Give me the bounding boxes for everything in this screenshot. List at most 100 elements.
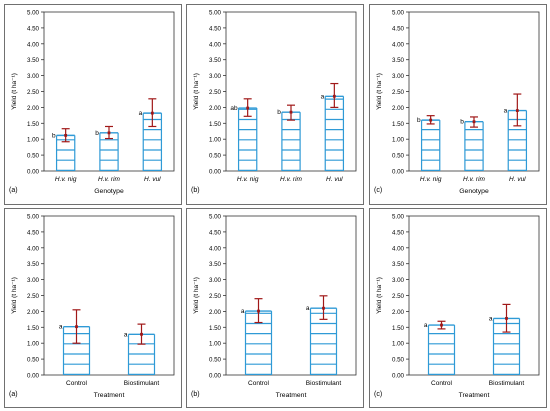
- bar: [420, 119, 441, 171]
- bar: [127, 333, 156, 375]
- y-tick-label: 4.00: [27, 245, 40, 252]
- y-axis-label: Yield (t ha⁻¹): [193, 73, 200, 110]
- x-tick-label: H.v. nig: [55, 176, 77, 183]
- y-tick-label: 3.50: [392, 261, 405, 268]
- y-tick-label: 0.50: [27, 153, 40, 160]
- significance-letter: b: [460, 119, 464, 126]
- y-tick-label: 0.50: [209, 153, 222, 160]
- y-tick-label: 4.00: [27, 41, 40, 48]
- y-tick-label: 5.00: [392, 10, 405, 17]
- chart-panel: 0.00 0.50 1.00 1.50 2.00 2.50 3.00 3.50 4.00 4.50…: [369, 208, 547, 408]
- y-tick-label: 3.00: [27, 277, 40, 284]
- y-tick-label: 0.50: [392, 153, 405, 160]
- y-tick-label: 4.50: [209, 229, 222, 236]
- y-tick-label: 2.00: [27, 309, 40, 316]
- y-tick-label: 1.00: [392, 137, 405, 144]
- y-tick-label: 3.00: [392, 73, 405, 80]
- y-tick-label: 3.50: [392, 57, 405, 64]
- significance-letter: a: [306, 305, 310, 312]
- error-bar: [437, 320, 446, 330]
- error-bar: [105, 125, 113, 140]
- y-tick-label: 4.00: [392, 41, 405, 48]
- y-tick-label: 2.50: [209, 89, 222, 96]
- error-bar: [426, 115, 435, 125]
- mean-marker: [440, 323, 443, 327]
- panel-label: (a): [9, 391, 18, 398]
- y-tick-label: 4.50: [27, 229, 40, 236]
- error-bar: [254, 298, 263, 324]
- panel-frame: [4, 208, 182, 408]
- error-bar: [287, 104, 295, 121]
- significance-letter: a: [241, 308, 245, 315]
- y-tick-label: 2.00: [27, 105, 40, 112]
- bar: [99, 132, 119, 171]
- y-tick-label: 1.00: [27, 137, 40, 144]
- y-tick-label: 4.50: [27, 25, 40, 32]
- y-tick-label: 2.50: [27, 89, 40, 96]
- y-tick-label: 5.00: [27, 214, 40, 221]
- y-tick-label: 0.00: [209, 373, 222, 380]
- y-tick-label: 1.00: [209, 137, 222, 144]
- y-tick-label: 0.00: [27, 373, 40, 380]
- x-tick-label: H. vul: [509, 176, 526, 183]
- y-tick-label: 3.00: [27, 73, 40, 80]
- y-tick-label: 0.00: [392, 373, 405, 380]
- y-tick-label: 0.50: [27, 357, 40, 364]
- panel-frame: [369, 208, 547, 408]
- chart-panel: 0.00 0.50 1.00 1.50 2.00 2.50 3.00 3.50 4.00 4.50…: [186, 208, 364, 408]
- y-tick-label: 0.00: [27, 169, 40, 176]
- y-axis-label: Yield (t ha⁻¹): [376, 277, 383, 314]
- mean-marker: [472, 120, 476, 124]
- y-tick-label: 3.00: [392, 277, 405, 284]
- y-tick-label: 4.50: [392, 25, 405, 32]
- panel-label: (c): [374, 391, 382, 398]
- y-tick-label: 3.50: [27, 261, 40, 268]
- panel-label: (b): [191, 391, 200, 398]
- y-tick-label: 4.00: [392, 245, 405, 252]
- bar: [55, 134, 76, 171]
- x-tick-label: Biostimulant: [124, 380, 160, 387]
- x-tick-label: Control: [248, 380, 270, 387]
- mean-marker: [257, 309, 260, 313]
- bar: [427, 324, 456, 375]
- y-axis-label: Yield (t ha⁻¹): [11, 73, 18, 110]
- mean-marker: [107, 131, 111, 135]
- x-tick-label: H.v. nig: [237, 176, 259, 183]
- y-tick-label: 5.00: [209, 214, 222, 221]
- x-axis-label: Genotype: [459, 188, 489, 195]
- significance-letter: a: [139, 110, 143, 117]
- mean-marker: [429, 118, 433, 122]
- error-bar: [243, 98, 252, 117]
- y-tick-label: 3.00: [209, 73, 222, 80]
- y-tick-label: 5.00: [27, 10, 40, 17]
- bar: [324, 95, 345, 171]
- bar: [281, 111, 301, 171]
- y-axis-label: Yield (t ha⁻¹): [376, 73, 383, 110]
- error-bar: [319, 295, 328, 320]
- y-tick-label: 2.50: [392, 89, 405, 96]
- y-tick-label: 3.50: [209, 57, 222, 64]
- y-tick-label: 5.00: [209, 10, 222, 17]
- mean-marker: [322, 306, 325, 310]
- y-tick-label: 0.00: [209, 169, 222, 176]
- chart-panel: 0.00 0.50 1.00 1.50 2.00 2.50 3.00 3.50 4.00 4.50…: [369, 4, 547, 205]
- y-tick-label: 4.00: [209, 41, 222, 48]
- y-axis-label: Yield (t ha⁻¹): [193, 277, 200, 314]
- y-tick-label: 2.00: [392, 105, 405, 112]
- y-tick-label: 1.50: [392, 325, 405, 332]
- mean-marker: [140, 332, 143, 336]
- error-bar: [502, 303, 511, 333]
- x-tick-label: Control: [66, 380, 88, 387]
- y-tick-label: 2.50: [209, 293, 222, 300]
- y-tick-label: 0.00: [392, 169, 405, 176]
- mean-marker: [289, 110, 293, 114]
- significance-letter: ab: [230, 105, 238, 112]
- panel-label: (c): [374, 187, 382, 194]
- y-tick-label: 2.00: [209, 309, 222, 316]
- significance-letter: a: [124, 331, 128, 338]
- panel-frame: [369, 4, 547, 205]
- x-tick-label: H. vul: [144, 176, 161, 183]
- y-tick-label: 4.50: [209, 25, 222, 32]
- error-bar: [513, 93, 522, 127]
